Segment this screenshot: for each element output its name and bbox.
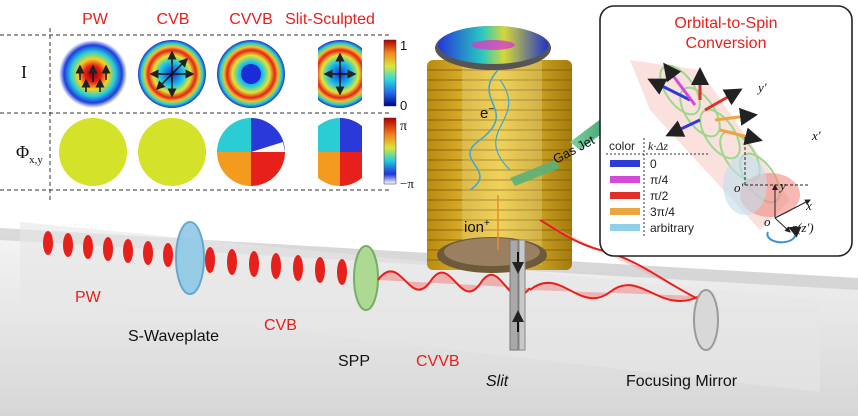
intensity-tile-cvvb — [215, 40, 287, 108]
label-cvb: CVB — [264, 317, 297, 334]
intensity-tile-slit-sculpted — [318, 40, 362, 108]
label-cvvb: CVVB — [416, 353, 460, 370]
column-label-cvvb: CVVB — [229, 11, 273, 28]
label-spp: SPP — [338, 353, 370, 370]
optical-table — [0, 222, 858, 416]
intensity-tile-pw — [57, 40, 129, 108]
legend-label: arbitrary — [650, 221, 694, 235]
label-pw: PW — [75, 289, 102, 306]
intensity-colorbar: 1 0 — [383, 38, 407, 113]
axis-x: x — [805, 198, 812, 213]
label-s-waveplate: S-Waveplate — [128, 328, 219, 345]
axis-origin: o — [764, 214, 771, 229]
column-label-cvb: CVB — [157, 11, 190, 28]
intensity-colorbar-max: 1 — [400, 38, 407, 53]
intensity-colorbar-min: 0 — [400, 98, 407, 113]
phase-tile-cvvb — [217, 118, 285, 186]
phase-tile-cvb — [138, 118, 206, 186]
slit — [509, 239, 519, 351]
legend-row: 0 — [610, 157, 657, 171]
phase-tile-slit-sculpted — [318, 118, 362, 186]
phase-colorbar-min: −π — [400, 176, 414, 191]
legend-row: π/2 — [610, 189, 669, 203]
spectrometer: e− ion+ Gas Jet — [427, 26, 612, 273]
legend-swatch — [610, 160, 640, 167]
beam-path — [43, 219, 719, 351]
axis-x-prime: x′ — [811, 128, 821, 143]
phase-tile-pw — [59, 118, 127, 186]
axis-y-prime: y′ — [756, 80, 767, 95]
axis-y: y — [778, 178, 786, 193]
legend-header-kdz: k·Δz — [648, 139, 668, 153]
column-label-slit-sculpted: Slit-Sculpted — [285, 11, 375, 28]
spiral-phase-plate — [353, 245, 379, 311]
legend-label: 3π/4 — [650, 205, 675, 219]
orbital-to-spin-inset: Orbital-to-Spin Conversion — [599, 5, 853, 257]
legend-swatch — [610, 224, 640, 231]
kdz-legend: color k·Δz 0 π/4 π/2 3π/4 arbitrary — [606, 138, 710, 238]
legend-row: 3π/4 — [610, 205, 675, 219]
axis-origin-prime: o′ — [734, 180, 744, 195]
legend-row: arbitrary — [610, 221, 694, 235]
beam-profile-panel: PW CVB CVVB Slit-Sculpted I Φx,y — [0, 11, 414, 200]
legend-swatch — [610, 208, 640, 215]
legend-row: π/4 — [610, 173, 669, 187]
inset-title-line1: Orbital-to-Spin — [674, 15, 777, 32]
row-label-phase: Φx,y — [16, 142, 43, 166]
intensity-tile-cvb — [136, 40, 208, 108]
legend-label: π/4 — [650, 173, 669, 187]
legend-swatch — [610, 176, 640, 183]
focusing-mirror — [693, 289, 719, 351]
ion-label: ion+ — [464, 218, 490, 236]
inset-title-line2: Conversion — [686, 35, 767, 52]
legend-label: 0 — [650, 157, 657, 171]
legend-header-color: color — [609, 139, 635, 153]
label-focusing-mirror: Focusing Mirror — [626, 373, 738, 390]
legend-swatch — [610, 192, 640, 199]
electron-label: e− — [480, 104, 494, 122]
phase-colorbar-max: π — [400, 119, 407, 134]
column-label-pw: PW — [82, 11, 109, 28]
legend-label: π/2 — [650, 189, 669, 203]
label-slit: Slit — [486, 373, 509, 390]
row-label-intensity: I — [21, 62, 27, 82]
s-waveplate — [175, 221, 205, 295]
phase-colorbar: π −π — [383, 117, 414, 191]
